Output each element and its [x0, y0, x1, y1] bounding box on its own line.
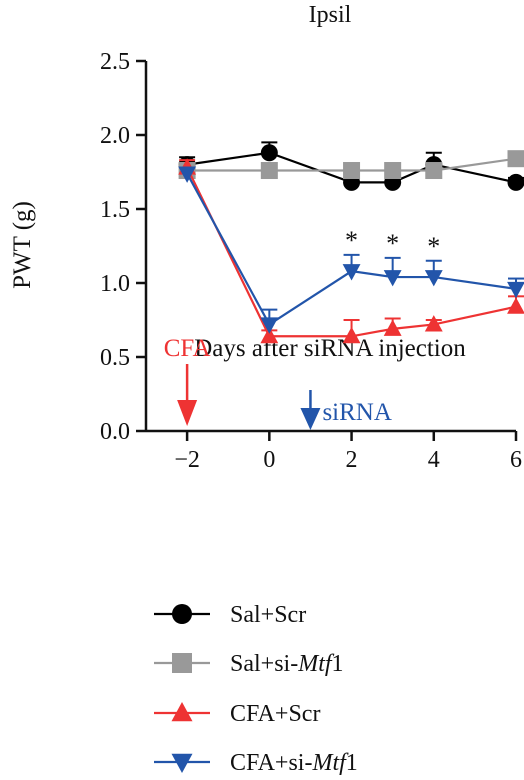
data-point: [383, 319, 402, 336]
data-point: [424, 270, 443, 287]
y-tick-label: 0.5: [100, 345, 130, 371]
legend-marker: [171, 753, 193, 773]
legend-label: Sal+si-Mtf1: [230, 651, 344, 677]
data-point: [343, 162, 361, 180]
cfa-arrow-icon: [177, 400, 198, 426]
significance-asterisk: *: [386, 229, 399, 258]
legend-marker: [172, 653, 192, 673]
legend-entry-2: CFA+Scr: [154, 701, 320, 727]
series-2: [178, 158, 524, 344]
legend-marker: [171, 702, 193, 722]
legend-label: Sal+Scr: [230, 602, 306, 628]
data-point: [260, 144, 278, 162]
data-point: [507, 281, 524, 299]
data-point: [507, 173, 524, 191]
legend: Sal+Scr Sal+si-Mtf1 CFA+Scr CFA+si-Mtf1: [154, 602, 358, 776]
sirna-arrow-icon: [300, 408, 321, 430]
series-line: [186, 167, 517, 338]
y-tick-label: 2.5: [100, 49, 130, 75]
legend-label: CFA+Scr: [230, 701, 320, 727]
x-tick-label: 4: [428, 447, 440, 473]
legend-entry-1: Sal+si-Mtf1: [154, 651, 344, 677]
data-point: [260, 326, 279, 344]
legend-marker: [172, 604, 192, 624]
cfa-annotation-label: CFA: [164, 335, 211, 362]
y-tick-label: 0.0: [100, 419, 130, 445]
sirna-annotation-label: siRNA: [322, 399, 391, 426]
series-line: [187, 157, 517, 172]
series-line: [186, 172, 517, 327]
data-point: [260, 162, 278, 180]
y-axis-label: PWT (g): [9, 201, 36, 289]
significance-asterisk: *: [427, 232, 440, 261]
x-tick-label: 6: [510, 447, 522, 473]
chart-title: Ipsil: [309, 2, 352, 28]
y-tick-label: 2.0: [100, 123, 130, 149]
axes: 0.0 0.5 1.0 1.5 2.0 2.5 −2 0 2 4 6: [100, 49, 522, 473]
legend-entry-0: Sal+Scr: [154, 602, 306, 628]
series-1: [178, 150, 524, 180]
x-tick-label: 0: [263, 447, 275, 473]
y-tick-label: 1.0: [100, 271, 130, 297]
significance-asterisk: *: [345, 226, 358, 255]
data-point: [342, 264, 361, 281]
data-point: [424, 315, 443, 332]
data-point: [342, 326, 361, 344]
x-tick-label: 2: [346, 447, 358, 473]
legend-label: CFA+si-Mtf1: [230, 750, 358, 776]
legend-entry-3: CFA+si-Mtf1: [154, 750, 358, 776]
data-point: [425, 162, 443, 180]
data-point: [384, 162, 402, 180]
x-tick-label: −2: [174, 447, 200, 473]
data-point: [383, 270, 402, 287]
data-point: [260, 317, 279, 334]
y-tick-label: 1.5: [100, 197, 130, 223]
plot-area: * * * CFA siRNA: [164, 141, 524, 430]
data-point: [507, 297, 524, 314]
data-point: [507, 150, 524, 168]
data-point: [178, 166, 197, 183]
x-axis-label: Days after siRNA injection: [194, 335, 466, 362]
series-3: [178, 166, 524, 334]
